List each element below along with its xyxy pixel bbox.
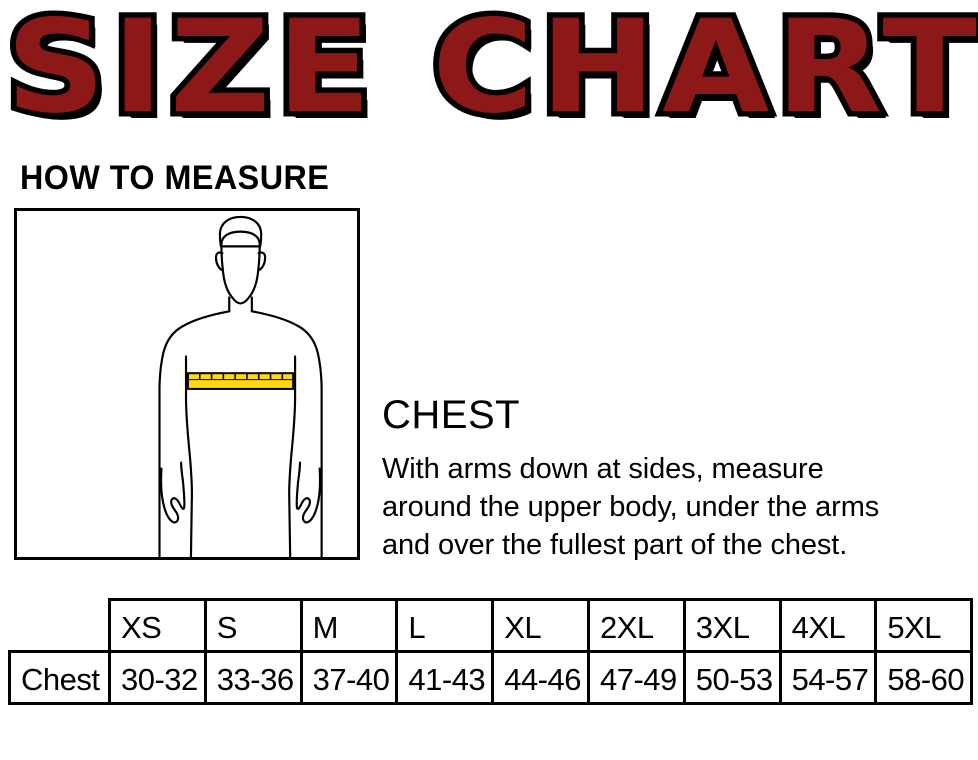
table-header-cell-xs: XS xyxy=(108,598,207,653)
table-cell-chest-xl: 44-46 xyxy=(491,650,590,705)
table-header-row: XS S M L XL 2XL 3XL 4XL 5XL xyxy=(10,598,974,653)
chest-description-heading: CHEST xyxy=(382,393,521,437)
table-row: Chest 30-32 33-36 37-40 41-43 44-46 47-4… xyxy=(8,650,974,705)
table-header-cell-s: S xyxy=(203,598,303,653)
title-banner: SIZE CHART SIZE CHART xyxy=(0,0,978,148)
table-header-cell-3xl: 3XL xyxy=(682,598,782,653)
chest-description-body: With arms down at sides, measure around … xyxy=(382,453,880,561)
table-cell-chest-m: 37-40 xyxy=(299,650,399,705)
table-cell-chest-xs: 30-32 xyxy=(108,650,207,705)
table-cell-chest-3xl: 50-53 xyxy=(682,650,782,705)
male-torso-figure-icon xyxy=(158,215,323,557)
how-to-measure-heading: HOW TO MEASURE xyxy=(20,159,330,197)
table-cell-chest-5xl: 58-60 xyxy=(874,650,974,705)
table-cell-chest-s: 33-36 xyxy=(203,650,303,705)
table-cell-chest-4xl: 54-57 xyxy=(778,650,878,705)
measuring-tape-icon xyxy=(187,372,295,390)
table-header-cell-l: L xyxy=(395,598,495,653)
table-header-cell-5xl: 5XL xyxy=(874,598,974,653)
chest-description-block: CHEST With arms down at sides, measure a… xyxy=(382,392,962,564)
measurement-illustration-box: Chest xyxy=(14,208,360,560)
table-corner-blank xyxy=(10,600,110,652)
size-chart-table: XS S M L XL 2XL 3XL 4XL 5XL Chest 30-32 … xyxy=(8,598,974,705)
page-title: SIZE CHART xyxy=(0,0,978,147)
table-row-label-chest: Chest xyxy=(8,650,111,705)
table-cell-chest-2xl: 47-49 xyxy=(586,650,686,705)
table-header-cell-2xl: 2XL xyxy=(586,598,686,653)
table-header-cell-m: M xyxy=(299,598,399,653)
table-header-cell-xl: XL xyxy=(491,598,590,653)
table-header-cell-4xl: 4XL xyxy=(778,598,878,653)
table-cell-chest-l: 41-43 xyxy=(395,650,495,705)
